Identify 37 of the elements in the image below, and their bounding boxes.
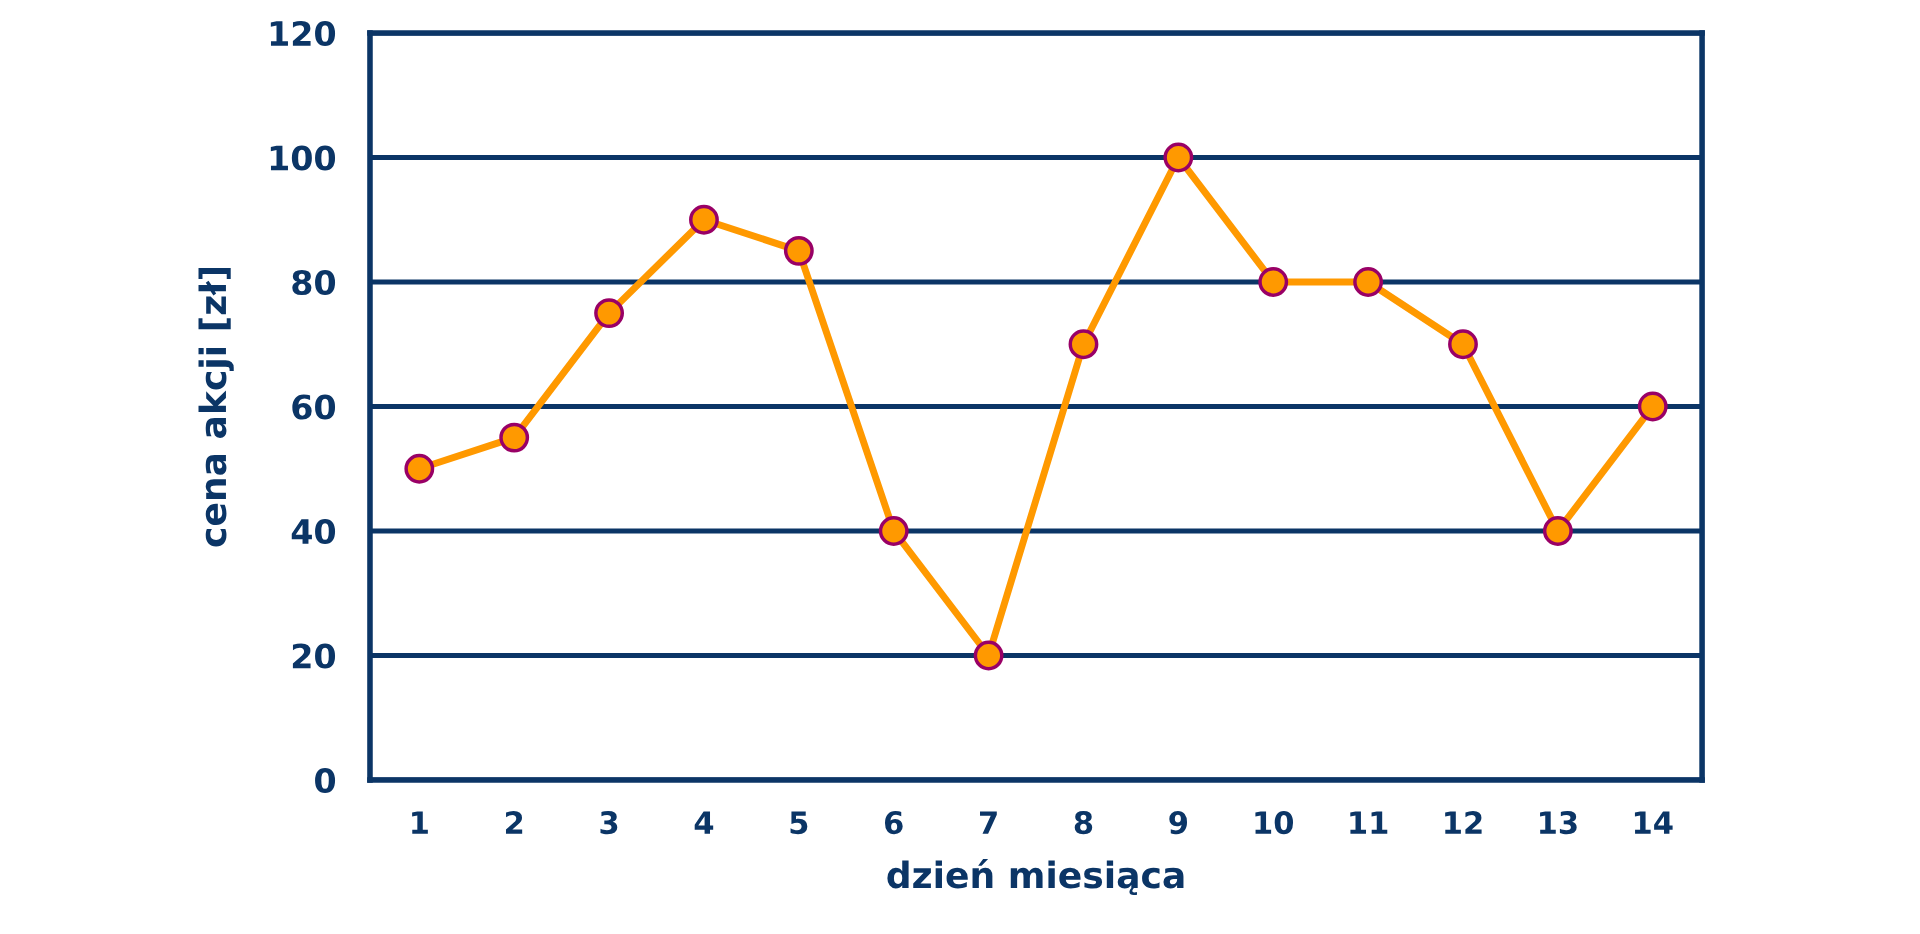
y-tick-label: 120 bbox=[270, 20, 336, 47]
y-tick-label: 60 bbox=[292, 394, 336, 420]
y-axis-title: cena akcji [zł] bbox=[198, 268, 234, 547]
x-tick-label: 13 bbox=[1540, 811, 1577, 835]
point bbox=[1258, 267, 1289, 297]
point bbox=[1163, 142, 1194, 173]
y-tick-label: 80 bbox=[292, 269, 336, 296]
point bbox=[1542, 516, 1573, 546]
point bbox=[1068, 329, 1099, 360]
point bbox=[689, 204, 719, 235]
x-tick-label: 12 bbox=[1445, 811, 1482, 834]
x-tick-label: 5 bbox=[790, 811, 808, 835]
point bbox=[1637, 391, 1668, 422]
point bbox=[973, 640, 1004, 671]
point bbox=[1448, 329, 1478, 360]
point bbox=[878, 516, 909, 546]
point bbox=[1353, 267, 1384, 297]
x-tick-label: 7 bbox=[980, 811, 997, 834]
point bbox=[783, 235, 814, 266]
x-tick-label: 14 bbox=[1634, 811, 1673, 834]
point bbox=[499, 422, 530, 453]
y-tick-label: 100 bbox=[270, 145, 336, 171]
x-tick-label: 8 bbox=[1074, 811, 1093, 835]
y-tick-label: 20 bbox=[292, 643, 336, 669]
x-tick-label: 4 bbox=[694, 811, 714, 834]
x-tick-label: 10 bbox=[1255, 811, 1294, 835]
y-tick-label: 0 bbox=[315, 767, 336, 794]
point bbox=[404, 453, 435, 484]
x-tick-label: 6 bbox=[884, 811, 903, 835]
x-tick-label: 11 bbox=[1350, 811, 1388, 834]
x-tick-label: 1 bbox=[412, 811, 428, 834]
x-tick-label: 2 bbox=[505, 811, 523, 834]
point bbox=[594, 298, 625, 329]
x-tick-label: 3 bbox=[600, 811, 618, 835]
y-tick-label: 40 bbox=[291, 518, 336, 545]
x-axis-title: dzień miesiąca bbox=[887, 859, 1184, 896]
x-tick-label: 9 bbox=[1169, 811, 1188, 835]
